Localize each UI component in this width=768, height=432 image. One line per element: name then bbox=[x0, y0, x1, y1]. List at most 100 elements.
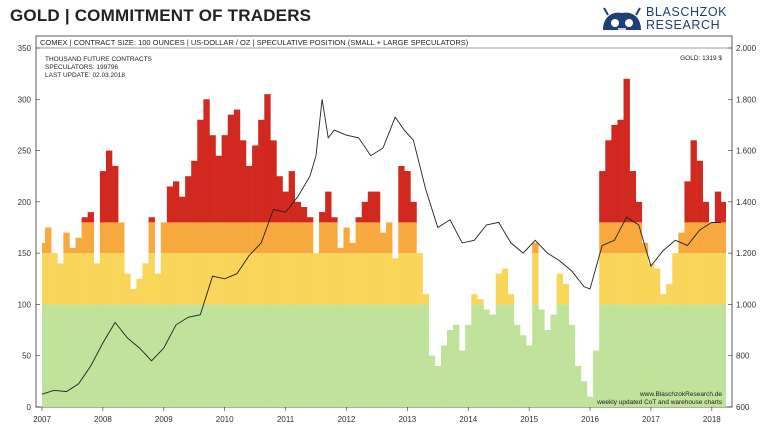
bar-segment bbox=[191, 222, 198, 254]
bar bbox=[471, 294, 478, 407]
bar bbox=[513, 324, 521, 407]
bar-segment bbox=[306, 222, 314, 254]
bar bbox=[477, 299, 484, 407]
bar-segment bbox=[483, 309, 490, 407]
bar-segment bbox=[81, 304, 88, 407]
info-line-update: LAST UPDATE: 02.03.2018 bbox=[45, 72, 125, 79]
bar bbox=[459, 350, 466, 407]
bar bbox=[99, 171, 107, 407]
page-title: GOLD | COMMITMENT OF TRADERS bbox=[10, 6, 312, 25]
bar-segment bbox=[507, 294, 515, 305]
bar bbox=[647, 263, 655, 407]
bar-segment bbox=[714, 253, 722, 305]
bar-segment bbox=[684, 253, 691, 305]
bar bbox=[440, 345, 448, 407]
bar bbox=[270, 140, 277, 407]
bar-segment bbox=[203, 253, 210, 305]
bar-segment bbox=[185, 304, 192, 407]
bar-segment bbox=[702, 201, 710, 223]
bar-segment bbox=[172, 304, 180, 407]
bar-segment bbox=[361, 222, 369, 254]
bar-segment bbox=[160, 222, 168, 254]
bar bbox=[373, 191, 381, 407]
bar-segment bbox=[160, 304, 168, 407]
bar-segment bbox=[611, 124, 618, 223]
bar-segment bbox=[197, 304, 204, 407]
bar-segment bbox=[720, 304, 726, 407]
bar bbox=[325, 191, 332, 407]
bar-segment bbox=[708, 304, 716, 407]
bar-segment bbox=[282, 191, 289, 223]
bar-segment bbox=[392, 304, 399, 407]
bar-segment bbox=[325, 191, 332, 223]
bar-segment bbox=[507, 304, 515, 407]
bar-segment bbox=[629, 222, 636, 254]
bar-segment bbox=[227, 304, 235, 407]
bar-segment bbox=[355, 304, 362, 407]
bar-segment bbox=[69, 248, 76, 254]
left-tick-label: 200 bbox=[18, 198, 32, 207]
bar-segment bbox=[708, 253, 716, 305]
bar bbox=[550, 314, 557, 407]
bar-segment bbox=[428, 355, 436, 407]
bar bbox=[465, 324, 472, 407]
bar-segment bbox=[276, 304, 283, 407]
bar-segment bbox=[191, 253, 198, 305]
left-axis: 0 50 100 150 200 250 300 350 bbox=[18, 44, 40, 412]
bar-segment bbox=[300, 253, 308, 305]
bar-segment bbox=[556, 273, 563, 305]
bar-segment bbox=[532, 253, 539, 305]
bar-segment bbox=[264, 304, 271, 407]
bar-segment bbox=[355, 217, 362, 223]
bar bbox=[611, 124, 618, 407]
bar bbox=[246, 165, 253, 407]
x-tick-label: 2007 bbox=[33, 415, 51, 424]
bar-segment bbox=[319, 222, 326, 254]
bar bbox=[672, 253, 679, 407]
bar bbox=[617, 119, 624, 407]
bar bbox=[197, 119, 204, 407]
bar-segment bbox=[410, 304, 417, 407]
bar bbox=[434, 365, 442, 407]
bar bbox=[75, 237, 82, 407]
bar-segment bbox=[203, 99, 210, 223]
bar-segment bbox=[148, 217, 155, 223]
bar-segment bbox=[562, 304, 569, 407]
bar-segment bbox=[471, 294, 478, 305]
bar bbox=[489, 314, 496, 407]
brand-line1: BLASCHZOK bbox=[646, 5, 728, 19]
bar-segment bbox=[239, 222, 247, 254]
bar bbox=[185, 176, 192, 407]
bar-segment bbox=[136, 304, 143, 407]
bar-segment bbox=[386, 253, 393, 305]
bar bbox=[154, 273, 162, 407]
bar-segment bbox=[87, 304, 95, 407]
bar-segment bbox=[191, 160, 198, 223]
bar bbox=[520, 335, 527, 407]
bar bbox=[446, 330, 454, 407]
bar bbox=[422, 294, 429, 407]
bar-segment bbox=[404, 171, 411, 223]
bar-segment bbox=[239, 140, 247, 223]
bar-segment bbox=[69, 304, 76, 407]
bar bbox=[678, 232, 685, 407]
bar-segment bbox=[221, 222, 228, 254]
bar-segment bbox=[130, 289, 137, 305]
bar-segment bbox=[69, 253, 76, 305]
bar-segment bbox=[227, 253, 235, 305]
bar-segment bbox=[75, 304, 82, 407]
bar-segment bbox=[714, 191, 722, 223]
x-tick-label: 2016 bbox=[581, 415, 599, 424]
bar-segment bbox=[593, 350, 600, 407]
bar-segment bbox=[513, 324, 521, 407]
bar bbox=[720, 201, 726, 407]
bar-segment bbox=[197, 222, 204, 254]
bar-segment bbox=[45, 304, 52, 407]
bar-segment bbox=[398, 222, 405, 254]
bar bbox=[306, 217, 314, 407]
bar-segment bbox=[185, 253, 192, 305]
bar-segment bbox=[392, 258, 399, 305]
bar-segment bbox=[233, 253, 241, 305]
bar-segment bbox=[264, 253, 271, 305]
bar-segment bbox=[379, 304, 387, 407]
